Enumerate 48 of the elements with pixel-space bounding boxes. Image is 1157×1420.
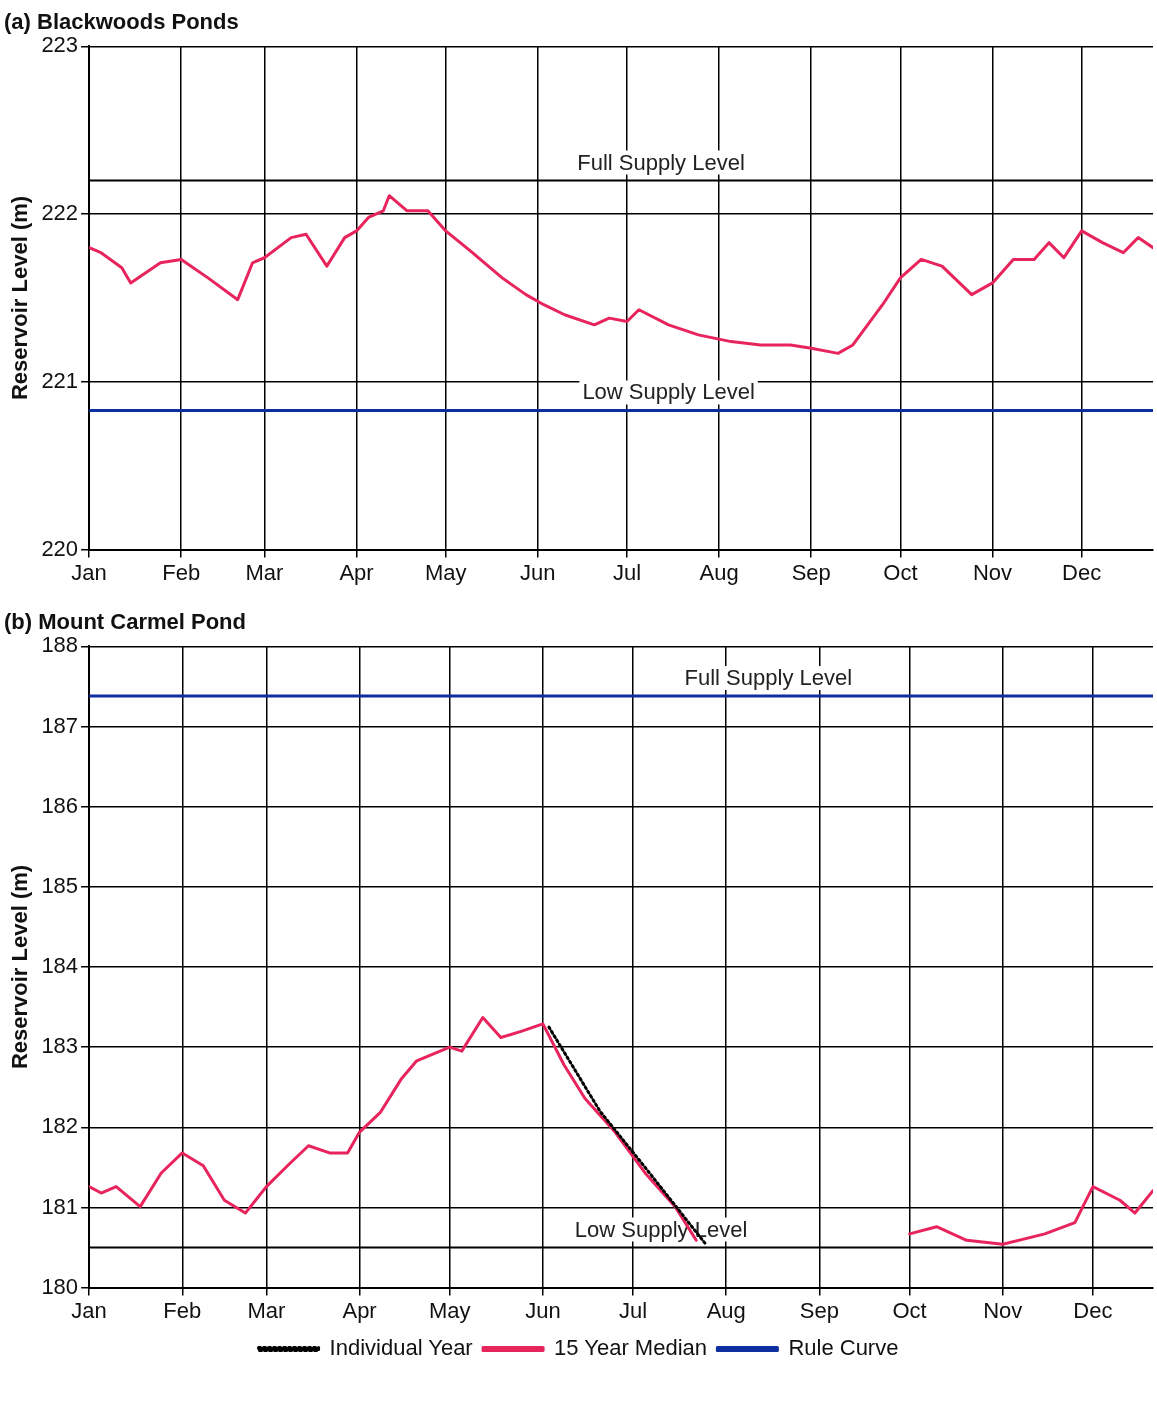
- x-tick-label: Jun: [520, 559, 556, 585]
- x-tick-label: Sep: [799, 1297, 839, 1323]
- legend-label: Rule Curve: [788, 1335, 899, 1361]
- x-tick-label: Aug: [706, 1297, 746, 1323]
- x-tick-label: Sep: [791, 559, 831, 585]
- y-tick-label: 184: [41, 953, 79, 979]
- x-tick-label: Jan: [71, 1297, 107, 1323]
- annotation: Low Supply Level: [582, 379, 755, 405]
- legend-label: 15 Year Median: [554, 1335, 707, 1361]
- y-tick-label: 222: [41, 200, 79, 226]
- chart-title: (b) Mount Carmel Pond: [4, 609, 246, 635]
- y-tick-label: 187: [41, 712, 79, 738]
- x-tick-label: Oct: [892, 1297, 927, 1323]
- legend-label: Individual Year: [329, 1335, 473, 1361]
- x-tick-label: Apr: [342, 1297, 377, 1323]
- y-tick-label: 182: [41, 1113, 79, 1139]
- x-tick-label: Dec: [1073, 1297, 1113, 1323]
- x-tick-label: Jul: [612, 559, 642, 585]
- x-tick-label: Jan: [71, 559, 107, 585]
- x-tick-label: Dec: [1062, 559, 1102, 585]
- y-tick-label: 183: [41, 1033, 79, 1059]
- ref-line-label: Low Supply Level: [574, 1216, 748, 1242]
- y-tick-label: 180: [41, 1273, 79, 1299]
- x-tick-label: Nov: [983, 1297, 1023, 1323]
- x-tick-label: Aug: [699, 559, 739, 585]
- chart-title: (a) Blackwoods Ponds: [4, 9, 239, 35]
- y-tick-label: 188: [41, 632, 79, 658]
- x-tick-label: Mar: [245, 559, 284, 585]
- x-tick-label: Mar: [247, 1297, 286, 1323]
- x-tick-label: Feb: [163, 1297, 202, 1323]
- x-tick-label: Nov: [972, 559, 1013, 585]
- y-axis-title: Reservoir Level (m): [7, 195, 33, 401]
- x-tick-label: Jun: [525, 1297, 561, 1323]
- y-axis-title: Reservoir Level (m): [7, 864, 33, 1070]
- x-tick-label: Oct: [883, 559, 918, 585]
- x-tick-label: May: [424, 559, 467, 585]
- x-tick-label: Apr: [339, 559, 374, 585]
- y-tick-label: 186: [41, 792, 79, 818]
- x-tick-label: Feb: [162, 559, 201, 585]
- x-tick-label: May: [428, 1297, 471, 1323]
- y-tick-label: 223: [41, 32, 79, 58]
- y-tick-label: 185: [41, 872, 79, 898]
- y-tick-label: 221: [41, 367, 79, 393]
- x-tick-label: Jul: [619, 1297, 648, 1323]
- y-tick-label: 220: [41, 535, 79, 561]
- ref-line-label: Full Supply Level: [577, 149, 745, 175]
- annotation: Full Supply Level: [684, 665, 853, 691]
- y-tick-label: 181: [41, 1193, 79, 1219]
